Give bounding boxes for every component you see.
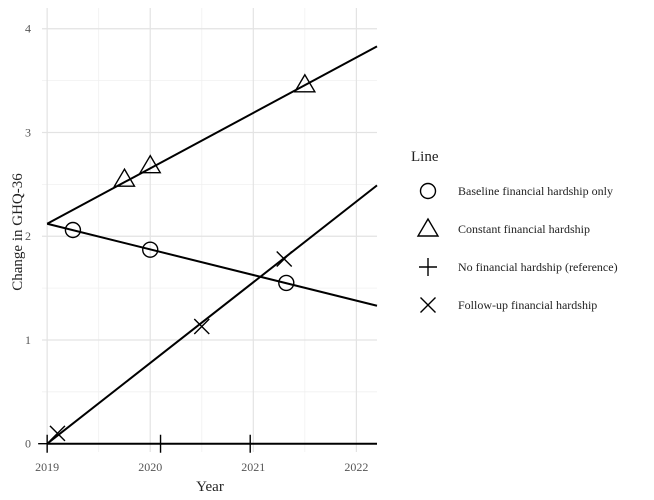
series-line-circle bbox=[46, 222, 378, 307]
x-tick-label: 2019 bbox=[35, 460, 59, 474]
series-marker-circle bbox=[278, 274, 295, 292]
legend-label: No financial hardship (reference) bbox=[458, 260, 618, 274]
y-tick-label: 1 bbox=[25, 333, 31, 347]
series-marker-circle bbox=[142, 241, 159, 258]
y-tick-label: 2 bbox=[25, 229, 31, 243]
series-markers bbox=[38, 73, 317, 453]
x-axis-title: Year bbox=[196, 479, 224, 495]
series-marker-cross bbox=[276, 251, 293, 268]
x-tick-label: 2021 bbox=[241, 460, 265, 474]
legend-key-triangle-icon bbox=[416, 217, 440, 237]
y-tick-label: 3 bbox=[25, 125, 31, 139]
y-axis-title: Change in GHQ-36 bbox=[10, 173, 26, 291]
series-marker-cross bbox=[49, 425, 66, 442]
grid bbox=[42, 8, 377, 452]
legend: Line Baseline financial hardship only Con… bbox=[411, 149, 618, 313]
legend-label: Constant financial hardship bbox=[458, 222, 590, 236]
x-tick-label: 2022 bbox=[344, 460, 368, 474]
legend-key-plus-icon bbox=[419, 258, 437, 276]
x-tick-label: 2020 bbox=[138, 460, 162, 474]
legend-label: Follow-up financial hardship bbox=[458, 298, 597, 312]
series-marker-circle bbox=[64, 221, 82, 239]
series-marker-plus bbox=[38, 434, 57, 453]
series-marker-plus bbox=[151, 434, 170, 453]
y-tick-label: 0 bbox=[25, 437, 31, 451]
series-lines bbox=[46, 45, 378, 445]
series-marker-triangle bbox=[293, 73, 317, 93]
legend-label: Baseline financial hardship only bbox=[458, 184, 613, 198]
series-line-cross bbox=[46, 184, 378, 445]
series-marker-plus bbox=[241, 434, 260, 453]
legend-title: Line bbox=[411, 149, 439, 165]
legend-key-circle-icon bbox=[419, 182, 437, 200]
axis-ticks: 2019 2020 2021 2022 0 1 2 3 4 bbox=[25, 22, 368, 474]
series-line-triangle bbox=[46, 45, 378, 225]
series-marker-triangle bbox=[113, 167, 136, 187]
legend-key-cross-icon bbox=[420, 297, 436, 313]
series-marker-cross bbox=[193, 318, 210, 335]
y-tick-label: 4 bbox=[25, 22, 31, 36]
series-marker-triangle bbox=[139, 154, 162, 174]
